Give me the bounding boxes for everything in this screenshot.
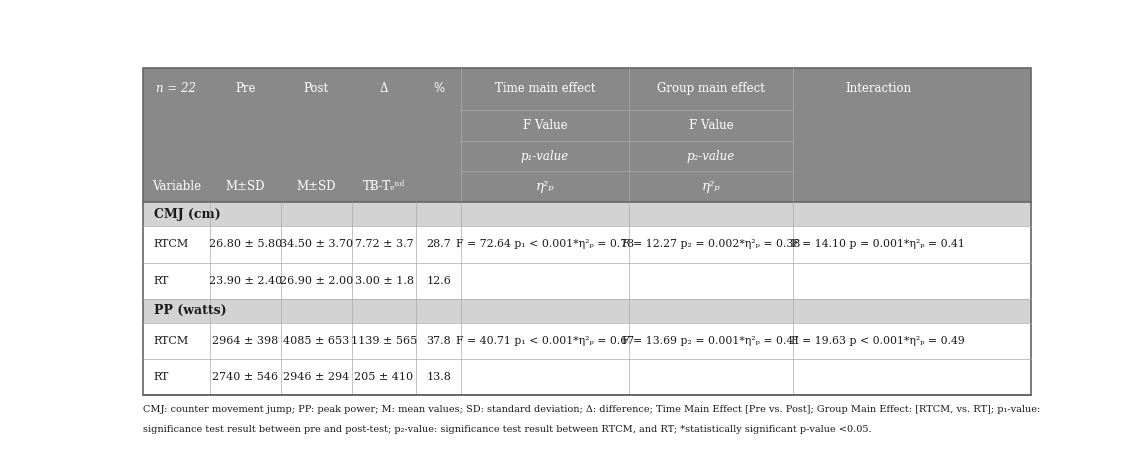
Text: Δ: Δ <box>380 82 388 95</box>
Text: 13.8: 13.8 <box>426 372 451 382</box>
Text: Post: Post <box>303 82 329 95</box>
Bar <box>143 359 1030 395</box>
Text: PP (watts): PP (watts) <box>153 304 227 317</box>
Text: F = 19.63 p < 0.001*η²ₚ = 0.49: F = 19.63 p < 0.001*η²ₚ = 0.49 <box>791 336 965 346</box>
Text: Pre: Pre <box>235 82 255 95</box>
Text: M±SD: M±SD <box>226 181 264 193</box>
Text: 2964 ± 398: 2964 ± 398 <box>212 336 278 346</box>
Text: 3.00 ± 1.8: 3.00 ± 1.8 <box>355 276 413 286</box>
Text: 28.7: 28.7 <box>426 239 451 249</box>
Text: significance test result between pre and post-test; p₂-value: significance test : significance test result between pre and… <box>143 425 871 434</box>
Text: F Value: F Value <box>523 119 568 131</box>
Text: F = 12.27 p₂ = 0.002*η²ₚ = 0.38: F = 12.27 p₂ = 0.002*η²ₚ = 0.38 <box>622 239 800 249</box>
Text: η²ₚ: η²ₚ <box>536 181 554 193</box>
Bar <box>143 68 1030 395</box>
Text: CMJ (cm): CMJ (cm) <box>153 208 221 221</box>
Text: 7.72 ± 3.7: 7.72 ± 3.7 <box>355 239 413 249</box>
Bar <box>143 202 1030 226</box>
Text: F = 14.10 p = 0.001*η²ₚ = 0.41: F = 14.10 p = 0.001*η²ₚ = 0.41 <box>791 239 965 249</box>
Text: 12.6: 12.6 <box>426 276 451 286</box>
Text: F = 40.71 p₁ < 0.001*η²ₚ = 0.67: F = 40.71 p₁ < 0.001*η²ₚ = 0.67 <box>456 336 634 346</box>
Text: 37.8: 37.8 <box>426 336 451 346</box>
Text: Time main effect: Time main effect <box>495 82 595 95</box>
Bar <box>143 299 1030 323</box>
Text: 2740 ± 546: 2740 ± 546 <box>212 372 278 382</box>
Text: %: % <box>433 82 444 95</box>
Text: RTCM: RTCM <box>153 239 189 249</box>
Text: TɃ-Tₑⁿᵈ: TɃ-Tₑⁿᵈ <box>363 181 405 193</box>
Bar <box>143 263 1030 299</box>
Text: CMJ: counter movement jump; PP: peak power; M: mean values; SD: standard deviati: CMJ: counter movement jump; PP: peak pow… <box>143 404 1041 413</box>
Bar <box>143 226 1030 263</box>
Text: F = 13.69 p₂ = 0.001*η²ₚ = 0.41: F = 13.69 p₂ = 0.001*η²ₚ = 0.41 <box>622 336 800 346</box>
Text: Interaction: Interaction <box>845 82 911 95</box>
Text: Variable: Variable <box>152 181 202 193</box>
Text: 1139 ± 565: 1139 ± 565 <box>350 336 417 346</box>
Text: M±SD: M±SD <box>297 181 335 193</box>
Text: 23.90 ± 2.40: 23.90 ± 2.40 <box>208 276 282 286</box>
Bar <box>143 323 1030 359</box>
Text: η²ₚ: η²ₚ <box>702 181 720 193</box>
Text: F = 72.64 p₁ < 0.001*η²ₚ = 0.78: F = 72.64 p₁ < 0.001*η²ₚ = 0.78 <box>456 239 634 249</box>
Text: p₁-value: p₁-value <box>521 149 569 163</box>
Text: Group main effect: Group main effect <box>657 82 765 95</box>
Text: F Value: F Value <box>689 119 733 131</box>
Bar <box>143 68 1030 202</box>
Text: 2946 ± 294: 2946 ± 294 <box>283 372 349 382</box>
Text: RT: RT <box>153 276 169 286</box>
Text: 34.50 ± 3.70: 34.50 ± 3.70 <box>279 239 353 249</box>
Text: n = 22: n = 22 <box>157 82 197 95</box>
Text: RT: RT <box>153 372 169 382</box>
Text: 4085 ± 653: 4085 ± 653 <box>283 336 349 346</box>
Text: 26.80 ± 5.80: 26.80 ± 5.80 <box>208 239 282 249</box>
Text: 26.90 ± 2.00: 26.90 ± 2.00 <box>279 276 353 286</box>
Text: 205 ± 410: 205 ± 410 <box>355 372 413 382</box>
Text: RTCM: RTCM <box>153 336 189 346</box>
Text: p₂-value: p₂-value <box>687 149 735 163</box>
